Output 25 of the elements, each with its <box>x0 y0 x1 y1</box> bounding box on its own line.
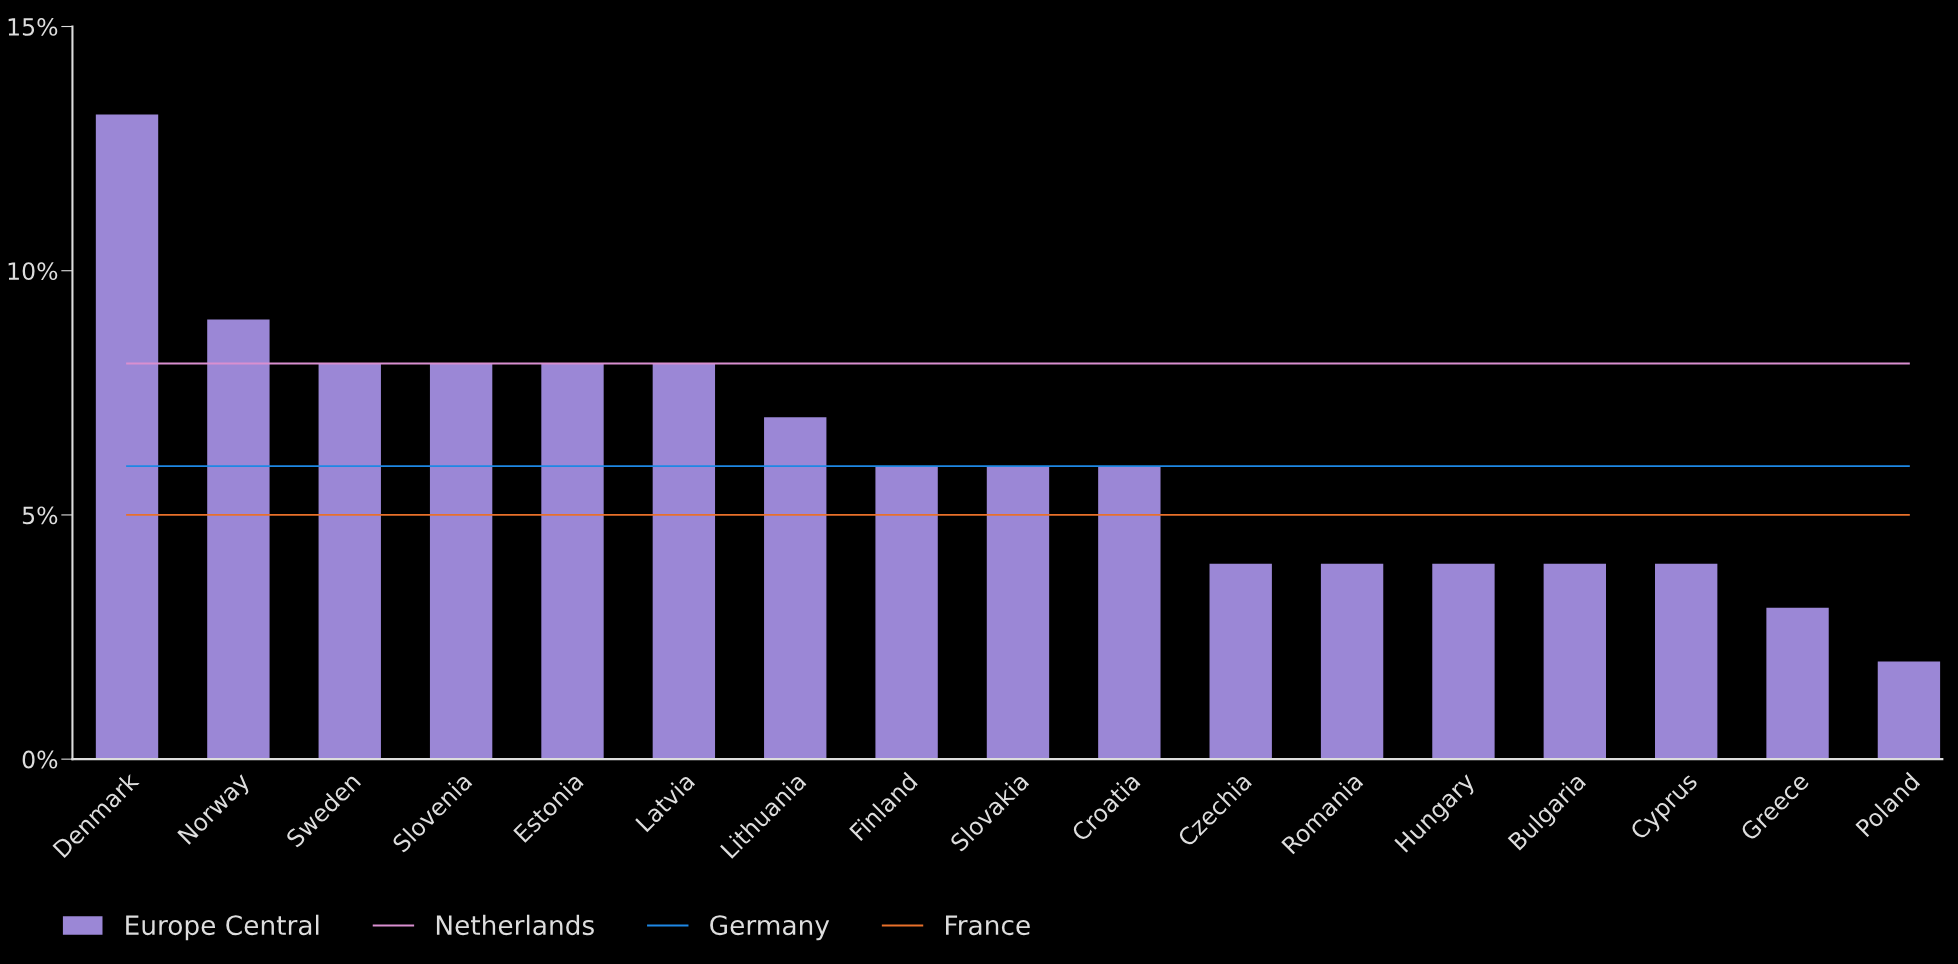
bar <box>429 363 493 760</box>
bar <box>1432 563 1495 760</box>
bar <box>207 319 270 760</box>
legend-label: Netherlands <box>436 914 594 936</box>
bar <box>1877 661 1941 760</box>
bar <box>541 363 604 760</box>
legend-label: Europe Central <box>126 914 319 941</box>
y-tick-label: 0% <box>22 750 58 769</box>
bar <box>95 114 159 760</box>
y-tick-label: 10% <box>8 262 58 281</box>
bar <box>1098 466 1161 760</box>
bar <box>318 363 381 760</box>
legend-label: France <box>946 915 1030 936</box>
bar <box>652 363 716 760</box>
bar <box>1209 563 1272 760</box>
bar <box>1766 607 1829 760</box>
bar <box>764 417 827 760</box>
bar <box>986 466 1050 760</box>
bar <box>1543 563 1606 760</box>
y-tick-label: 5% <box>22 506 58 525</box>
legend-label: Germany <box>710 915 830 941</box>
bar <box>875 466 938 760</box>
bar <box>1320 563 1384 760</box>
bar <box>1655 563 1718 760</box>
y-tick-label: 15% <box>8 17 58 36</box>
